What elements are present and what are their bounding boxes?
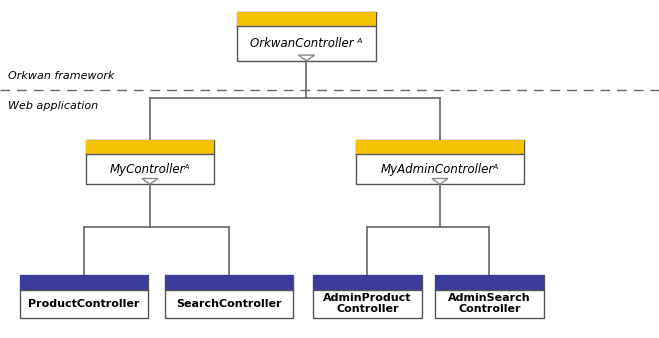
Bar	[86, 140, 214, 154]
Bar	[165, 275, 293, 318]
Bar	[313, 275, 422, 290]
Text: SearchController: SearchController	[176, 299, 282, 309]
Text: AdminProduct
Controller: AdminProduct Controller	[323, 293, 412, 314]
Text: OrkwanController ᴬ: OrkwanController ᴬ	[250, 37, 362, 50]
Bar	[313, 275, 422, 318]
Bar	[165, 275, 293, 290]
Bar	[356, 140, 524, 154]
Bar	[86, 140, 214, 184]
Polygon shape	[299, 55, 314, 61]
Bar	[237, 12, 376, 26]
Bar	[435, 275, 544, 290]
Bar	[237, 12, 376, 61]
Text: AdminSearch
Controller: AdminSearch Controller	[448, 293, 530, 314]
Polygon shape	[142, 178, 158, 184]
Text: ProductController: ProductController	[28, 299, 140, 309]
Text: MyControllerᴬ: MyControllerᴬ	[109, 163, 190, 176]
Bar	[356, 140, 524, 184]
Text: Web application: Web application	[8, 101, 98, 112]
Text: Orkwan framework: Orkwan framework	[8, 71, 115, 81]
Text: MyAdminControllerᴬ: MyAdminControllerᴬ	[381, 163, 499, 176]
Bar	[20, 275, 148, 290]
Bar	[20, 275, 148, 318]
Polygon shape	[432, 178, 448, 184]
Bar	[435, 275, 544, 318]
